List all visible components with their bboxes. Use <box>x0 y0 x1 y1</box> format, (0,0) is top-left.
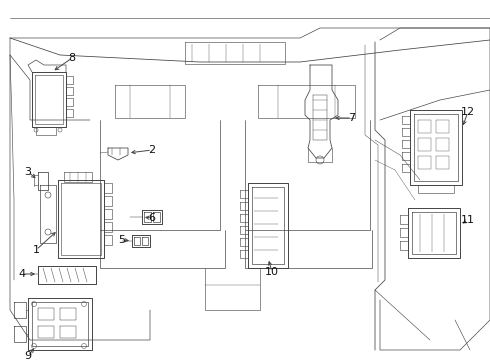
Text: 4: 4 <box>19 269 25 279</box>
Text: 11: 11 <box>461 215 475 225</box>
Text: 7: 7 <box>348 113 356 123</box>
Text: 10: 10 <box>265 267 279 277</box>
Text: 9: 9 <box>24 351 31 360</box>
Text: 3: 3 <box>24 167 31 177</box>
Text: 1: 1 <box>32 245 40 255</box>
Text: 12: 12 <box>461 107 475 117</box>
Text: 5: 5 <box>119 235 125 245</box>
Text: 6: 6 <box>148 213 155 223</box>
Text: 8: 8 <box>69 53 75 63</box>
Text: 2: 2 <box>148 145 155 155</box>
